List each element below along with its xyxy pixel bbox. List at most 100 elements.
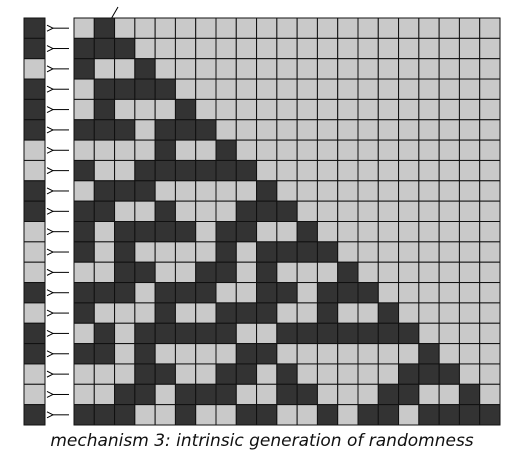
cell <box>174 282 197 304</box>
cell <box>93 159 116 182</box>
cell <box>174 119 197 141</box>
cell <box>73 343 95 365</box>
cell <box>256 180 278 202</box>
cell <box>357 78 379 100</box>
cell <box>337 78 359 100</box>
cell <box>458 282 481 304</box>
cell <box>276 404 298 426</box>
cell <box>418 159 440 182</box>
cell <box>398 343 420 365</box>
cell <box>134 221 156 243</box>
cell <box>398 200 420 222</box>
cell <box>479 261 501 284</box>
cell <box>418 261 440 284</box>
cell <box>235 58 258 80</box>
cell <box>256 98 278 121</box>
cell <box>276 343 298 365</box>
cell <box>337 261 359 284</box>
cell <box>93 221 116 243</box>
cell <box>195 119 217 141</box>
cell <box>256 322 278 345</box>
cell <box>174 363 197 385</box>
cell <box>337 139 359 161</box>
cell <box>296 302 318 324</box>
cell <box>316 37 339 60</box>
cell <box>377 98 400 121</box>
cell <box>134 159 156 182</box>
cell <box>438 343 460 365</box>
cell <box>316 58 339 80</box>
cell <box>418 282 440 304</box>
cell <box>479 343 501 365</box>
cell <box>438 241 460 263</box>
cell <box>195 221 217 243</box>
cell <box>276 180 298 202</box>
cell <box>438 159 460 182</box>
cell <box>93 78 116 100</box>
cell <box>357 58 379 80</box>
cell <box>377 221 400 243</box>
cell <box>479 302 501 324</box>
cell <box>114 58 136 80</box>
cell <box>398 119 420 141</box>
cell <box>93 241 116 263</box>
arrows <box>53 28 69 415</box>
cell <box>215 221 237 243</box>
cell <box>114 404 136 426</box>
strip-cell <box>23 241 46 263</box>
cell <box>215 241 237 263</box>
cell <box>377 282 400 304</box>
cell <box>174 58 197 80</box>
cell <box>215 180 237 202</box>
cell <box>296 241 318 263</box>
cell <box>215 261 237 284</box>
cell <box>235 119 258 141</box>
cell <box>195 343 217 365</box>
cell <box>195 139 217 161</box>
cell <box>154 404 176 426</box>
cell <box>235 221 258 243</box>
cell <box>479 322 501 345</box>
strip-cell <box>23 282 46 304</box>
cell <box>235 17 258 39</box>
cell <box>316 159 339 182</box>
cell <box>256 37 278 60</box>
cell <box>377 200 400 222</box>
cell <box>337 404 359 426</box>
cell <box>134 322 156 345</box>
cell <box>73 98 95 121</box>
cell <box>357 200 379 222</box>
cell <box>357 159 379 182</box>
cell <box>276 17 298 39</box>
strip-cell <box>23 302 46 324</box>
cell <box>296 98 318 121</box>
cell <box>235 282 258 304</box>
cell <box>398 241 420 263</box>
cell <box>154 322 176 345</box>
cell <box>377 322 400 345</box>
cell <box>458 383 481 406</box>
cell <box>73 282 95 304</box>
cell <box>134 404 156 426</box>
cell <box>195 383 217 406</box>
cell <box>377 78 400 100</box>
cell <box>154 200 176 222</box>
cell <box>458 159 481 182</box>
strip-cell <box>23 404 46 426</box>
cell <box>458 343 481 365</box>
cell <box>438 37 460 60</box>
cell <box>114 383 136 406</box>
strip-cell <box>23 180 46 202</box>
cell <box>479 383 501 406</box>
cell <box>418 404 440 426</box>
cell <box>276 37 298 60</box>
cell <box>174 404 197 426</box>
cell <box>438 17 460 39</box>
cell <box>134 180 156 202</box>
cell <box>93 37 116 60</box>
cell <box>215 78 237 100</box>
cell <box>418 119 440 141</box>
cell <box>357 302 379 324</box>
cell <box>479 200 501 222</box>
